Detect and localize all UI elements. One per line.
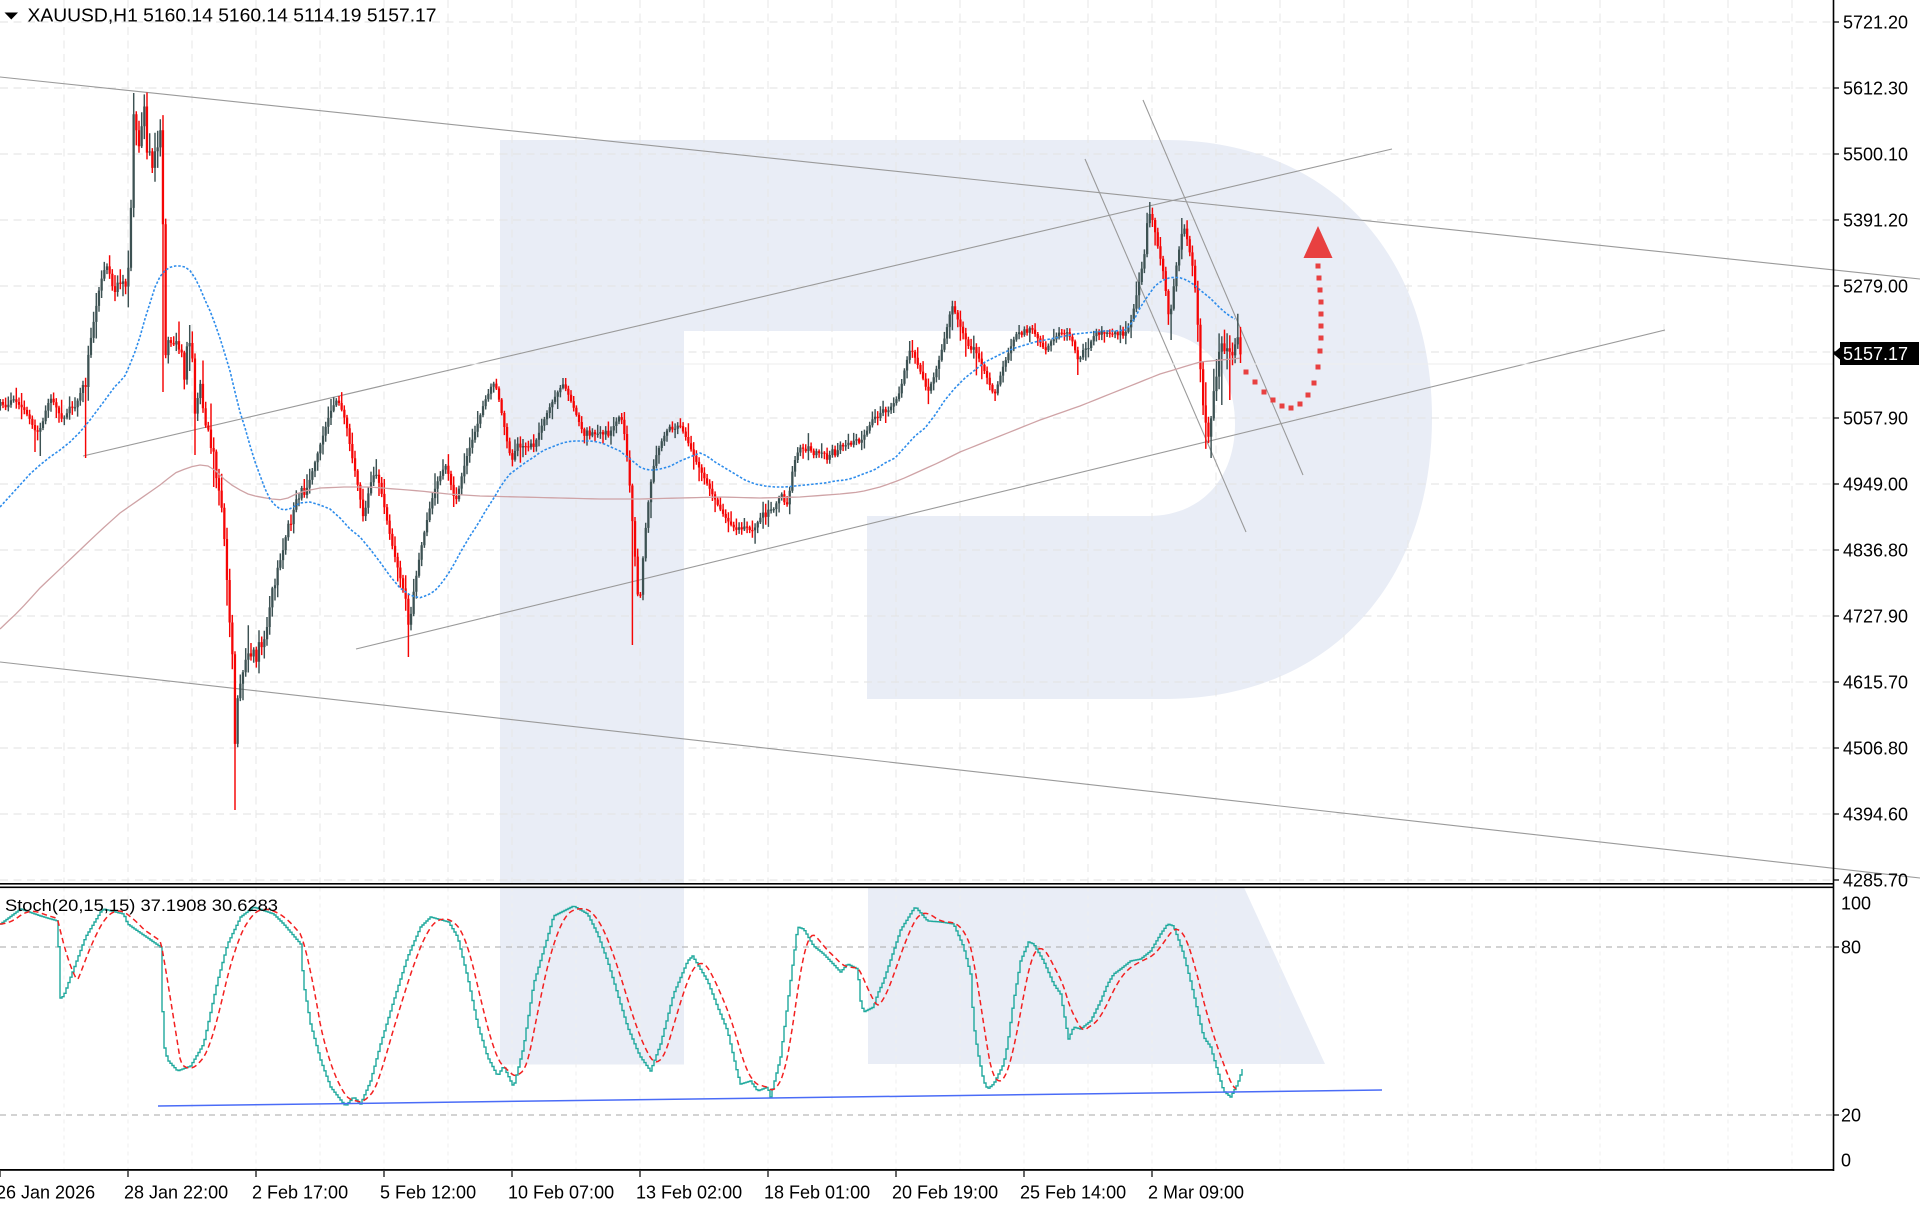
svg-text:13 Feb 02:00: 13 Feb 02:00 xyxy=(636,1183,742,1203)
svg-text:18 Feb 01:00: 18 Feb 01:00 xyxy=(764,1183,870,1203)
svg-text:5057.90: 5057.90 xyxy=(1843,409,1908,429)
svg-text:XAUUSD,H1 5160.14 5160.14 511: XAUUSD,H1 5160.14 5160.14 5114.19 5157.1… xyxy=(28,6,437,26)
svg-text:2 Mar 09:00: 2 Mar 09:00 xyxy=(1148,1183,1244,1203)
svg-text:5500.10: 5500.10 xyxy=(1843,145,1908,165)
svg-text:0: 0 xyxy=(1841,1151,1851,1171)
svg-text:5157.17: 5157.17 xyxy=(1843,344,1908,364)
svg-text:20 Feb 19:00: 20 Feb 19:00 xyxy=(892,1183,998,1203)
svg-text:80: 80 xyxy=(1841,938,1861,958)
svg-text:5 Feb 12:00: 5 Feb 12:00 xyxy=(380,1183,476,1203)
svg-text:25 Feb 14:00: 25 Feb 14:00 xyxy=(1020,1183,1126,1203)
svg-text:Stoch(20,15,15) 37.1908 30.628: Stoch(20,15,15) 37.1908 30.6283 xyxy=(5,896,278,915)
svg-text:4615.70: 4615.70 xyxy=(1843,673,1908,693)
svg-text:28 Jan 22:00: 28 Jan 22:00 xyxy=(124,1183,228,1203)
svg-text:2 Feb 17:00: 2 Feb 17:00 xyxy=(252,1183,348,1203)
svg-text:4394.60: 4394.60 xyxy=(1843,805,1908,825)
svg-text:4949.00: 4949.00 xyxy=(1843,475,1908,495)
svg-text:5279.00: 5279.00 xyxy=(1843,277,1908,297)
svg-text:5612.30: 5612.30 xyxy=(1843,79,1908,99)
svg-text:5721.20: 5721.20 xyxy=(1843,13,1908,33)
svg-text:4506.80: 4506.80 xyxy=(1843,739,1908,759)
svg-text:26 Jan 2026: 26 Jan 2026 xyxy=(0,1183,95,1203)
svg-text:100: 100 xyxy=(1841,894,1871,914)
svg-text:10 Feb 07:00: 10 Feb 07:00 xyxy=(508,1183,614,1203)
svg-text:4836.80: 4836.80 xyxy=(1843,541,1908,561)
svg-text:4285.70: 4285.70 xyxy=(1843,871,1908,891)
svg-text:4727.90: 4727.90 xyxy=(1843,607,1908,627)
svg-text:5391.20: 5391.20 xyxy=(1843,211,1908,231)
svg-text:20: 20 xyxy=(1841,1106,1861,1126)
